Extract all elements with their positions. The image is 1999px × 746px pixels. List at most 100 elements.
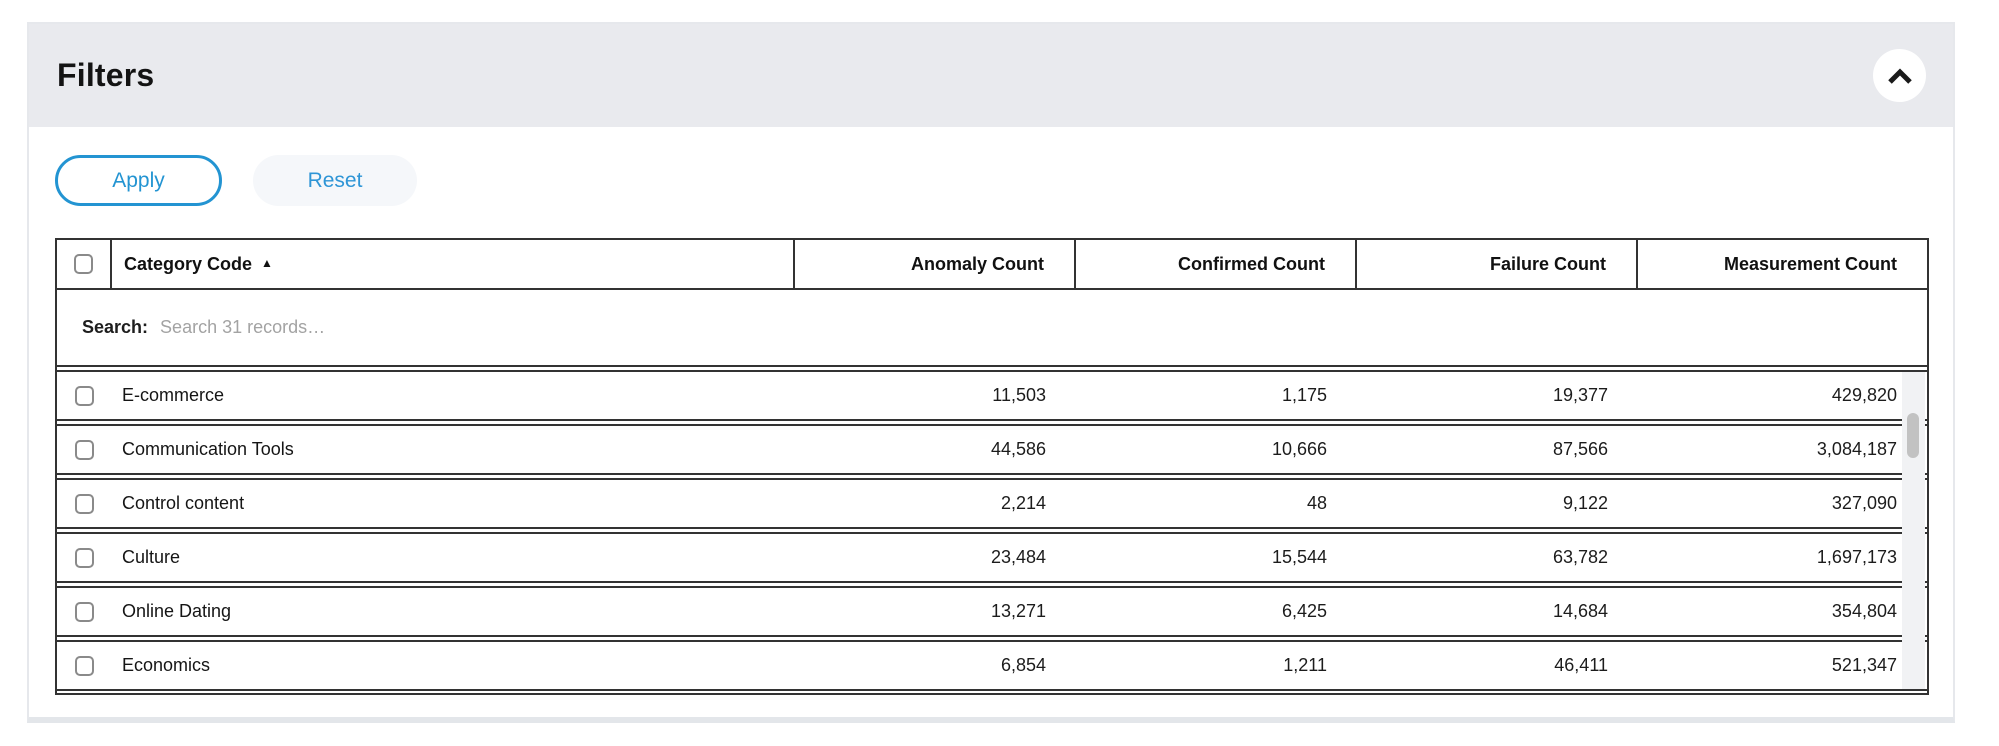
failure-value: 14,684 [1552, 601, 1608, 621]
failure-value: 63,782 [1552, 547, 1608, 567]
table-scrollbar-track[interactable] [1902, 372, 1925, 689]
category-cell: Control content [112, 493, 795, 514]
confirmed-value: 15,544 [1271, 547, 1327, 567]
confirmed-cell: 1,211 [1076, 655, 1357, 676]
table-row: E-commerce 11,503 1,175 19,377 429,820 [57, 370, 1927, 421]
row-checkbox-cell [57, 385, 112, 406]
filter-actions: Apply Reset [55, 155, 1927, 206]
select-all-checkbox[interactable] [74, 254, 93, 274]
table-row: Culture 23,484 15,544 63,782 1,697,173 [57, 532, 1927, 583]
row-checkbox[interactable] [75, 493, 94, 514]
category-value: E-commerce [122, 385, 225, 405]
reset-button[interactable]: Reset [253, 155, 417, 206]
category-cell: Economics [112, 655, 795, 676]
row-checkbox-cell [57, 547, 112, 568]
measurement-value: 521,347 [1831, 655, 1897, 675]
filters-panel: Filters Apply Reset Category Code ▲ [27, 22, 1955, 723]
filters-table: Category Code ▲ Anomaly Count Confirmed … [55, 238, 1929, 695]
failure-cell: 63,782 [1357, 547, 1638, 568]
anomaly-value: 44,586 [990, 439, 1046, 459]
table-row: Communication Tools 44,586 10,666 87,566… [57, 424, 1927, 475]
category-cell: Online Dating [112, 601, 795, 622]
measurement-value: 1,697,173 [1816, 547, 1897, 567]
row-checkbox-cell [57, 439, 112, 460]
collapse-panel-button[interactable] [1873, 49, 1926, 102]
confirmed-value: 10,666 [1271, 439, 1327, 459]
row-checkbox[interactable] [75, 385, 94, 406]
confirmed-cell: 6,425 [1076, 601, 1357, 622]
measurement-cell: 429,820 [1638, 385, 1927, 406]
apply-button[interactable]: Apply [55, 155, 222, 206]
measurement-value: 327,090 [1831, 493, 1897, 513]
column-header-failure-count[interactable]: Failure Count [1357, 240, 1638, 288]
confirmed-cell: 10,666 [1076, 439, 1357, 460]
column-header-category-code[interactable]: Category Code ▲ [112, 240, 795, 288]
category-value: Economics [122, 655, 211, 675]
row-checkbox-cell [57, 493, 112, 514]
failure-value: 19,377 [1552, 385, 1608, 405]
confirmed-cell: 15,544 [1076, 547, 1357, 568]
failure-value: 9,122 [1562, 493, 1608, 513]
measurement-value: 354,804 [1831, 601, 1897, 621]
chevron-up-icon [1887, 67, 1913, 84]
header-checkbox-cell [57, 240, 112, 288]
category-cell: E-commerce [112, 385, 795, 406]
column-label: Measurement Count [1723, 253, 1897, 274]
failure-cell: 46,411 [1357, 655, 1638, 676]
failure-cell: 19,377 [1357, 385, 1638, 406]
column-header-confirmed-count[interactable]: Confirmed Count [1076, 240, 1357, 288]
confirmed-value: 48 [1306, 493, 1327, 513]
column-header-measurement-count[interactable]: Measurement Count [1638, 240, 1927, 288]
column-header-anomaly-count[interactable]: Anomaly Count [795, 240, 1076, 288]
row-checkbox[interactable] [75, 655, 94, 676]
sort-ascending-icon[interactable]: ▲ [261, 256, 273, 270]
anomaly-cell: 13,271 [795, 601, 1076, 622]
row-checkbox[interactable] [75, 547, 94, 568]
anomaly-value: 6,854 [1000, 655, 1046, 675]
confirmed-cell: 1,175 [1076, 385, 1357, 406]
measurement-cell: 327,090 [1638, 493, 1927, 514]
measurement-cell: 1,697,173 [1638, 547, 1927, 568]
row-checkbox-cell [57, 655, 112, 676]
table-header-row: Category Code ▲ Anomaly Count Confirmed … [57, 240, 1927, 290]
failure-cell: 87,566 [1357, 439, 1638, 460]
category-value: Communication Tools [122, 439, 294, 459]
search-label: Search: [82, 317, 149, 337]
measurement-cell: 521,347 [1638, 655, 1927, 676]
confirmed-cell: 48 [1076, 493, 1357, 514]
table-row: Control content 2,214 48 9,122 327,090 [57, 478, 1927, 529]
row-checkbox[interactable] [75, 439, 94, 460]
panel-header: Filters [29, 24, 1953, 127]
measurement-value: 429,820 [1831, 385, 1897, 405]
anomaly-cell: 11,503 [795, 385, 1076, 406]
table-body: E-commerce 11,503 1,175 19,377 429,820 C… [57, 367, 1927, 693]
measurement-cell: 354,804 [1638, 601, 1927, 622]
column-label: Failure Count [1490, 253, 1606, 274]
measurement-value: 3,084,187 [1816, 439, 1897, 459]
column-label: Anomaly Count [911, 253, 1044, 274]
row-checkbox-cell [57, 601, 112, 622]
panel-content: Apply Reset Category Code ▲ Anomaly Coun… [29, 127, 1953, 695]
column-label: Category Code [124, 253, 253, 274]
category-cell: Culture [112, 547, 795, 568]
confirmed-value: 1,175 [1281, 385, 1327, 405]
failure-value: 46,411 [1554, 655, 1608, 675]
category-cell: Communication Tools [112, 439, 795, 460]
table-search-row: Search: [57, 290, 1927, 367]
anomaly-cell: 2,214 [795, 493, 1076, 514]
search-input[interactable] [160, 307, 1927, 348]
measurement-cell: 3,084,187 [1638, 439, 1927, 460]
anomaly-cell: 6,854 [795, 655, 1076, 676]
row-checkbox[interactable] [75, 601, 94, 622]
table-row: Economics 6,854 1,211 46,411 521,347 [57, 640, 1927, 691]
anomaly-cell: 23,484 [795, 547, 1076, 568]
category-value: Control content [122, 493, 245, 513]
failure-cell: 9,122 [1357, 493, 1638, 514]
confirmed-value: 1,211 [1283, 655, 1327, 675]
table-row: Online Dating 13,271 6,425 14,684 354,80… [57, 586, 1927, 637]
column-label: Confirmed Count [1178, 253, 1325, 274]
category-value: Culture [122, 547, 181, 567]
failure-cell: 14,684 [1357, 601, 1638, 622]
category-value: Online Dating [122, 601, 232, 621]
table-scrollbar-thumb[interactable] [1907, 413, 1919, 458]
